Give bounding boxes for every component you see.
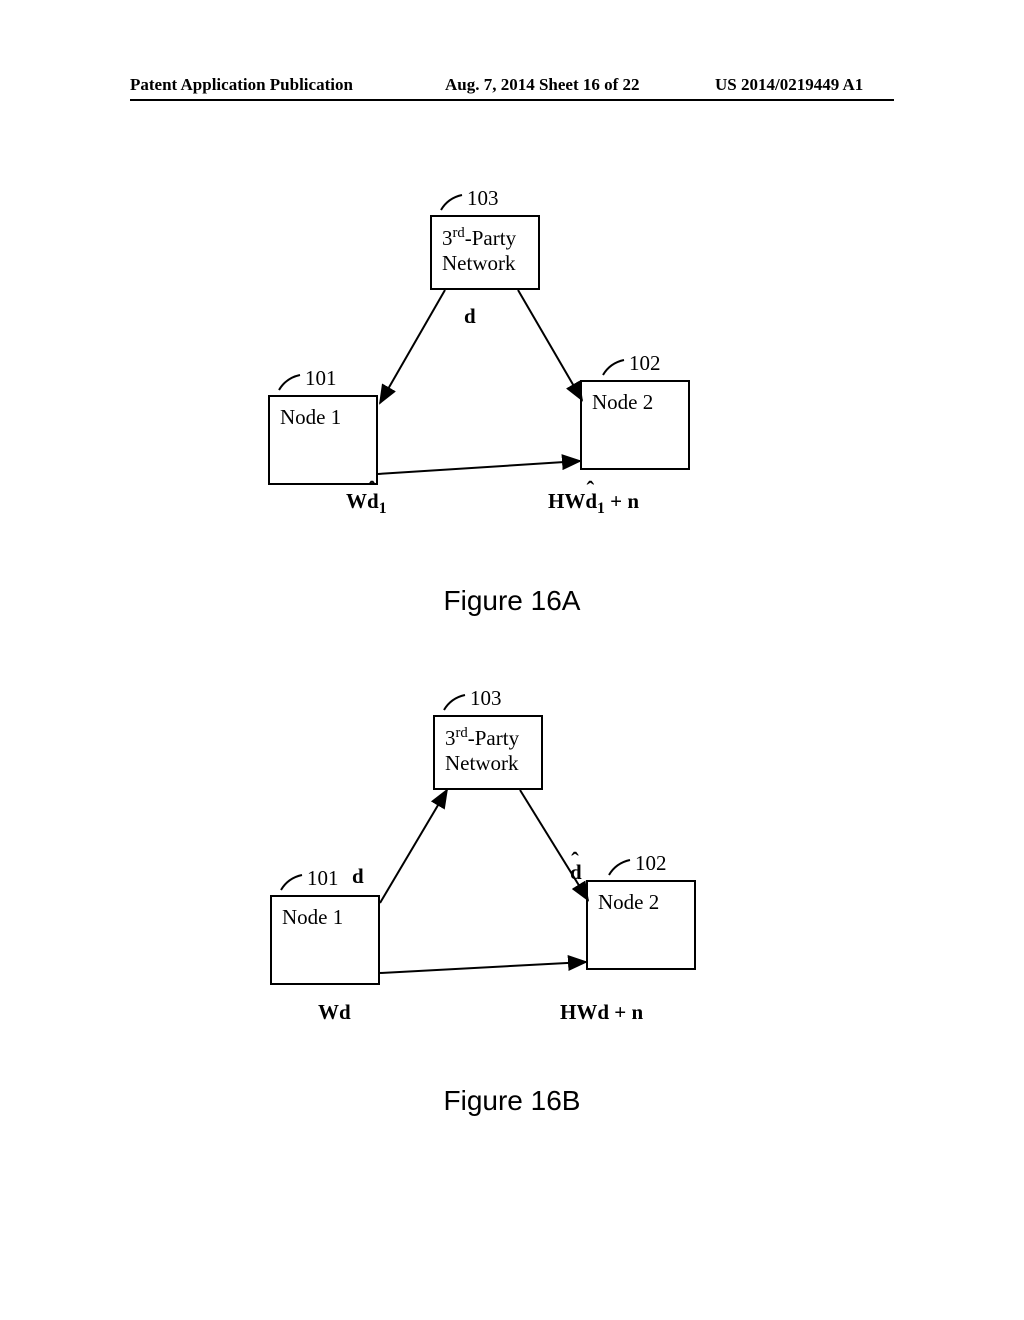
caption-fig-b: Figure 16B: [0, 1085, 1024, 1117]
edge-node1-to-node2-b: [380, 962, 586, 973]
fig-b-edges: [0, 0, 1024, 1320]
label-d-left-b: d: [352, 864, 364, 889]
label-hwdn-b: HWd + n: [560, 1000, 643, 1025]
page: Patent Application Publication Aug. 7, 2…: [0, 0, 1024, 1320]
label-dhat-right-b: d: [570, 860, 582, 885]
edge-node1-to-3p-b: [380, 790, 447, 903]
label-wd-b: Wd: [318, 1000, 351, 1025]
